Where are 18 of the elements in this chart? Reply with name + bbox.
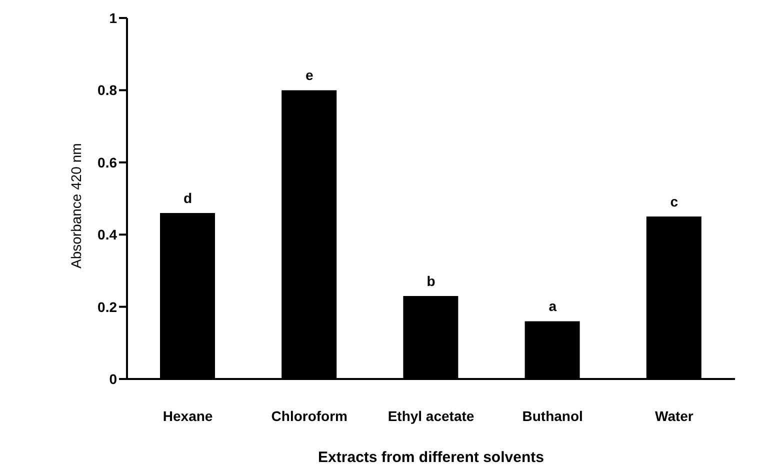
annotation: a	[548, 298, 557, 314]
y-tick-label: 0.4	[98, 226, 118, 243]
y-tick-label: 0.8	[98, 82, 118, 98]
x-tick-label: Hexane	[162, 408, 213, 424]
y-tick-label: 1	[109, 10, 118, 26]
y-axis-title: Absorbance 420 nm	[68, 143, 84, 268]
y-tick-label: 0.2	[98, 298, 118, 315]
x-tick-label: Chloroform	[271, 408, 348, 424]
y-tick-label: 0.6	[98, 154, 118, 170]
annotation: d	[184, 190, 192, 206]
annotation: e	[306, 67, 314, 84]
x-tick-label: Ethyl acetate	[388, 408, 474, 424]
x-tick-label: Water	[655, 408, 694, 424]
x-tick-label: Buthanol	[522, 408, 583, 424]
x-axis-title: Extracts from different solvents	[318, 449, 544, 466]
annotation: c	[670, 194, 678, 210]
annotation: b	[426, 272, 436, 289]
y-tick-label: 0	[109, 370, 118, 387]
